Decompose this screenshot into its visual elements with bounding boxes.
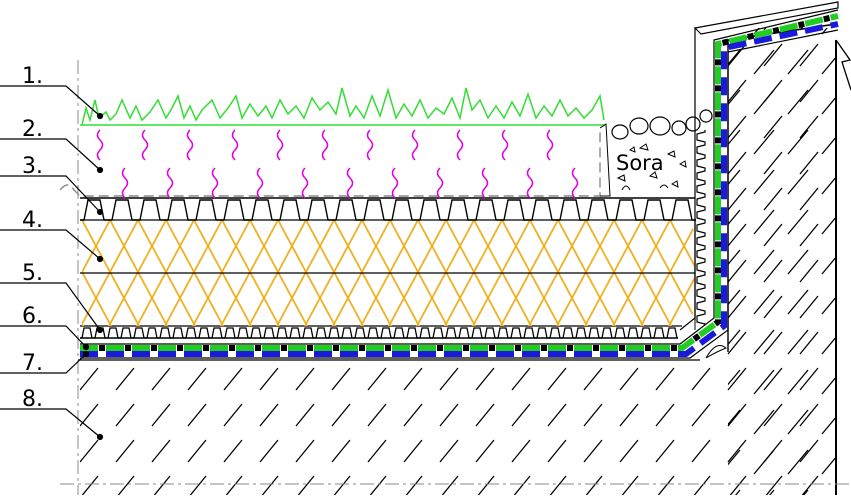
squiggle-icon bbox=[546, 129, 554, 161]
parapet-wall bbox=[727, 23, 851, 495]
insulation-layer bbox=[80, 219, 696, 331]
leader-lines bbox=[0, 85, 104, 441]
bottom-drainage-board bbox=[80, 325, 682, 339]
axis-lines bbox=[60, 60, 851, 495]
squiggle-icon bbox=[121, 167, 129, 199]
squiggle-icon bbox=[391, 167, 399, 199]
squiggle-icon bbox=[186, 129, 194, 161]
gravel-label: Sora bbox=[616, 151, 664, 175]
upper-drainage-board bbox=[80, 130, 706, 330]
squiggle-icon bbox=[456, 129, 464, 161]
label-4: 4. bbox=[22, 208, 43, 233]
label-1: 1. bbox=[22, 64, 43, 89]
squiggle-icon bbox=[276, 129, 284, 161]
squiggle-icon bbox=[481, 167, 489, 199]
squiggle-icon bbox=[231, 129, 239, 161]
squiggle-icon bbox=[141, 129, 149, 161]
substrate-layer bbox=[96, 129, 579, 199]
grass-icon bbox=[81, 87, 605, 126]
filter-fabric bbox=[59, 128, 601, 197]
squiggle-icon bbox=[166, 167, 174, 199]
squiggle-icon bbox=[256, 167, 264, 199]
squiggle-icon bbox=[96, 129, 104, 161]
label-8: 8. bbox=[22, 387, 43, 412]
label-2: 2. bbox=[22, 117, 43, 142]
structure-slab bbox=[78, 24, 835, 495]
label-6: 6. bbox=[22, 304, 43, 329]
vegetation-layer bbox=[80, 87, 605, 126]
squiggle-icon bbox=[211, 167, 219, 199]
squiggle-icon bbox=[321, 129, 329, 161]
squiggle-icon bbox=[366, 129, 374, 161]
squiggle-icon bbox=[301, 167, 309, 199]
squiggle-icon bbox=[571, 167, 579, 199]
gravel-strip: Sora bbox=[599, 109, 713, 197]
label-3: 3. bbox=[22, 154, 43, 179]
label-5: 5. bbox=[22, 261, 43, 286]
squiggle-icon bbox=[501, 129, 509, 161]
label-7: 7. bbox=[22, 351, 43, 376]
squiggle-icon bbox=[346, 167, 354, 199]
squiggle-icon bbox=[436, 167, 444, 199]
squiggle-icon bbox=[526, 167, 534, 199]
gravel-icon bbox=[611, 109, 713, 140]
squiggle-icon bbox=[411, 129, 419, 161]
